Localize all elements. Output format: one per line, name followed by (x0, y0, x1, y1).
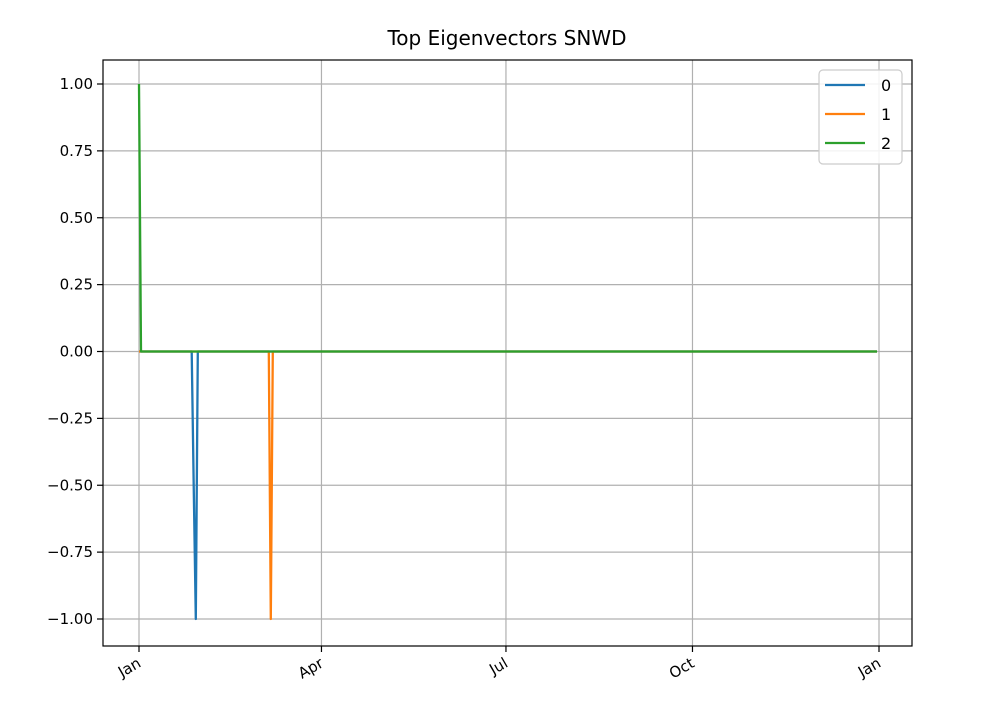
y-tick-label: −0.75 (47, 543, 93, 561)
x-tick-label: Apr (295, 653, 327, 682)
y-tick-label: 1.00 (60, 75, 93, 93)
x-tick-label: Jan (854, 654, 884, 682)
y-tick-label: −1.00 (47, 610, 93, 628)
y-tick-label: −0.50 (47, 476, 93, 494)
x-axis: Jan Apr Jul Oct Jan (114, 646, 884, 682)
y-tick-label: 0.75 (60, 142, 93, 160)
y-axis: 1.00 0.75 0.50 0.25 0.00 −0.25 −0.50 −0.75 −1.00 (47, 75, 103, 628)
series-line-2 (137, 83, 877, 353)
series-group (137, 83, 877, 621)
plot-area-frame (102, 59, 913, 647)
legend-box (818, 69, 903, 165)
legend-label-1: 1 (881, 105, 891, 124)
y-tick-label: −0.25 (47, 409, 93, 427)
y-tick-label: 0.00 (60, 343, 93, 361)
y-tick-label: 0.25 (60, 276, 93, 294)
grid-lines (103, 60, 912, 646)
legend: 0 1 2 (818, 69, 903, 165)
x-tick-label: Oct (666, 654, 698, 683)
chart-title: Top Eigenvectors SNWD (386, 26, 626, 50)
legend-label-2: 2 (881, 134, 891, 153)
x-tick-label: Jul (485, 654, 511, 679)
legend-label-0: 0 (881, 76, 891, 95)
x-tick-label: Jan (114, 654, 144, 682)
y-tick-label: 0.50 (60, 209, 93, 227)
